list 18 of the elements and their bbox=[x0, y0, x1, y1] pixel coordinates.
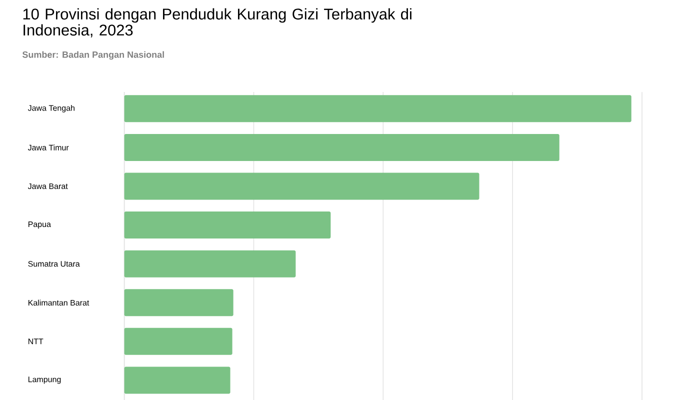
bar bbox=[124, 134, 560, 161]
y-tick-label: Sumatra Utara bbox=[28, 261, 80, 267]
y-tick-label: Kalimantan Barat bbox=[28, 300, 90, 306]
y-tick-label: Jawa Tengah bbox=[28, 104, 74, 112]
bar bbox=[124, 95, 632, 122]
y-tick-label: Jawa Timur bbox=[28, 144, 69, 150]
chart-title: 10 Provinsi dengan Penduduk Kurang Gizi Terbanyak di Indonesia, 2023 bbox=[23, 8, 412, 38]
y-tick-label: NTT bbox=[28, 338, 44, 344]
bar bbox=[124, 366, 230, 394]
bar bbox=[124, 250, 296, 278]
bar bbox=[124, 212, 331, 239]
bar bbox=[124, 289, 234, 316]
bar bbox=[124, 172, 480, 200]
y-tick-label: Jawa Barat bbox=[28, 183, 68, 190]
y-tick-label: Lampung bbox=[28, 376, 61, 384]
bar bbox=[124, 328, 232, 355]
chart-subtitle: Sumber: Badan Pangan Nasional bbox=[22, 51, 164, 60]
y-tick-label: Papua bbox=[28, 221, 51, 229]
